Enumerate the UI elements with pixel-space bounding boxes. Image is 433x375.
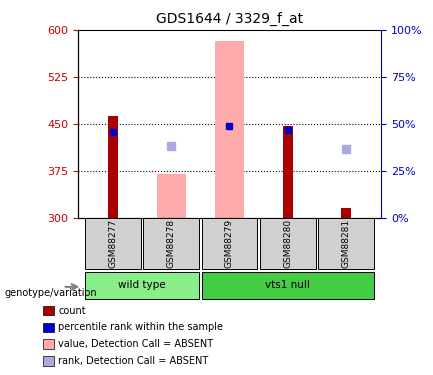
- FancyBboxPatch shape: [318, 218, 374, 270]
- Text: GSM88280: GSM88280: [283, 219, 292, 268]
- FancyBboxPatch shape: [143, 218, 199, 270]
- Text: GSM88281: GSM88281: [342, 219, 351, 268]
- Title: GDS1644 / 3329_f_at: GDS1644 / 3329_f_at: [156, 12, 303, 26]
- Text: GSM88278: GSM88278: [167, 219, 176, 268]
- Text: count: count: [58, 306, 86, 315]
- Text: rank, Detection Call = ABSENT: rank, Detection Call = ABSENT: [58, 356, 209, 366]
- Bar: [157, 174, 186, 217]
- Text: genotype/variation: genotype/variation: [4, 288, 97, 297]
- FancyBboxPatch shape: [85, 218, 141, 270]
- FancyBboxPatch shape: [201, 272, 374, 298]
- Text: GSM88277: GSM88277: [108, 219, 117, 268]
- FancyBboxPatch shape: [201, 218, 258, 270]
- FancyBboxPatch shape: [85, 272, 199, 298]
- Bar: [341, 208, 351, 218]
- Bar: [215, 40, 244, 218]
- FancyBboxPatch shape: [260, 218, 316, 270]
- Text: GSM88279: GSM88279: [225, 219, 234, 268]
- Text: wild type: wild type: [118, 280, 166, 290]
- Text: value, Detection Call = ABSENT: value, Detection Call = ABSENT: [58, 339, 213, 349]
- Bar: [108, 116, 118, 218]
- Text: percentile rank within the sample: percentile rank within the sample: [58, 322, 223, 332]
- Text: vts1 null: vts1 null: [265, 280, 310, 290]
- Bar: [283, 126, 293, 218]
